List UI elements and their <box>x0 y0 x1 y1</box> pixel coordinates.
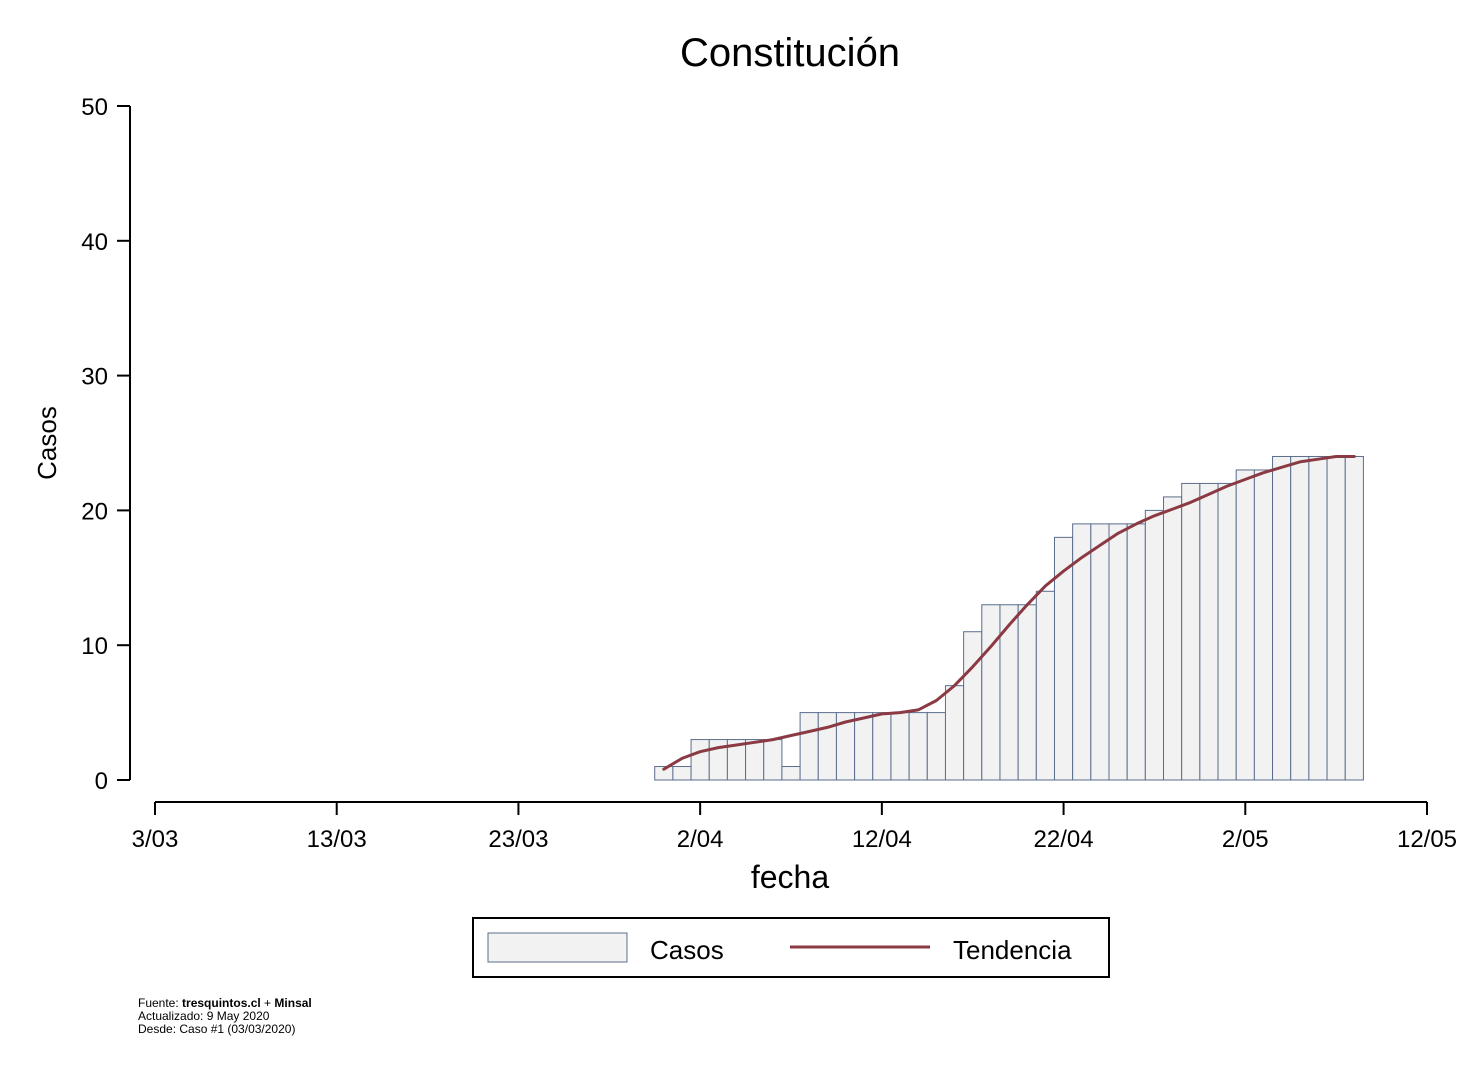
footer-source-sep: + <box>260 996 275 1010</box>
legend-label-casos: Casos <box>650 935 724 965</box>
x-tick-label: 22/04 <box>1034 826 1094 853</box>
bar <box>1053 536 1074 781</box>
bar <box>1181 482 1201 781</box>
bar <box>1344 455 1364 781</box>
chart-title: Constitución <box>680 31 900 75</box>
bar <box>1272 455 1292 781</box>
y-tick-label: 40 <box>81 229 108 256</box>
bar <box>854 712 874 781</box>
bar <box>944 685 965 781</box>
footer-notes: Fuente: tresquintos.cl + Minsal Actualiz… <box>138 997 312 1036</box>
bar <box>1199 482 1219 781</box>
bar <box>781 766 801 781</box>
bar <box>763 739 783 781</box>
footer-source: Fuente: tresquintos.cl + Minsal <box>138 997 312 1010</box>
y-tick-label: 30 <box>81 364 108 391</box>
y-axis: 0 10 20 30 40 50 <box>81 94 131 795</box>
footer-since: Desde: Caso #1 (03/03/2020) <box>138 1022 296 1036</box>
bar <box>1017 604 1037 781</box>
legend-swatch-casos <box>487 932 628 963</box>
bar <box>1035 590 1055 781</box>
bar <box>690 739 710 781</box>
bar-series-casos <box>654 455 1364 781</box>
bar <box>872 712 892 781</box>
bar <box>1217 482 1237 781</box>
x-tick-label: 23/03 <box>488 826 548 853</box>
bar <box>1290 455 1310 781</box>
bar <box>745 739 765 781</box>
x-axis: 3/03 13/03 23/03 2/04 12/04 22/04 2/05 12/05 <box>132 801 1457 853</box>
bar <box>908 712 928 781</box>
footer-source-site: tresquintos.cl <box>182 996 261 1010</box>
bar <box>1126 523 1146 781</box>
trend-line <box>662 455 1356 771</box>
x-axis-title: fecha <box>751 859 829 895</box>
bar <box>981 604 1001 781</box>
bar <box>672 766 692 781</box>
bar <box>1090 523 1110 781</box>
footer-source-minsal: Minsal <box>274 996 312 1010</box>
bar <box>1108 523 1128 781</box>
x-tick-label: 12/05 <box>1397 826 1457 853</box>
bar <box>1326 455 1346 781</box>
x-tick-label: 2/04 <box>677 826 724 853</box>
y-tick-label: 10 <box>81 633 108 660</box>
bar <box>926 712 946 781</box>
x-tick-label: 12/04 <box>852 826 912 853</box>
line-series-tendencia <box>662 455 1356 771</box>
bar <box>1235 469 1255 781</box>
bar <box>963 631 983 781</box>
y-axis-title: Casos <box>32 406 62 480</box>
footer-updated: Actualizado: 9 May 2020 <box>138 1009 270 1023</box>
bar <box>890 712 910 781</box>
bar <box>1308 455 1328 781</box>
bar <box>1253 469 1274 781</box>
y-tick-label: 20 <box>81 498 108 525</box>
x-tick-label: 2/05 <box>1222 826 1269 853</box>
bar <box>799 712 819 781</box>
y-tick-label: 50 <box>81 94 108 121</box>
legend: Casos Tendencia <box>472 917 1110 978</box>
x-tick-label: 13/03 <box>307 826 367 853</box>
x-tick-label: 3/03 <box>132 826 179 853</box>
legend-label-tendencia: Tendencia <box>953 935 1072 965</box>
y-tick-label: 0 <box>95 768 108 795</box>
bar <box>1144 509 1165 781</box>
footer-source-prefix: Fuente: <box>138 996 183 1010</box>
bar <box>817 712 837 781</box>
bar <box>1163 496 1183 781</box>
